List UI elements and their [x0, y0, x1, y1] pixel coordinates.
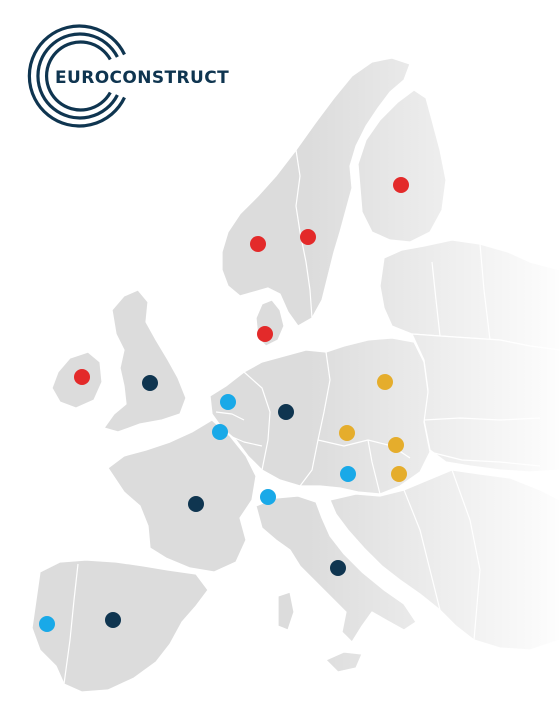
marker-denmark[interactable]: [257, 326, 273, 342]
marker-czech-republic[interactable]: [339, 425, 355, 441]
marker-slovakia[interactable]: [388, 437, 404, 453]
marker-switzerland[interactable]: [260, 489, 276, 505]
marker-italy[interactable]: [330, 560, 346, 576]
logo-wordmark: EUROCONSTRUCT: [55, 68, 229, 88]
marker-spain[interactable]: [105, 612, 121, 628]
marker-france[interactable]: [188, 496, 204, 512]
marker-belgium[interactable]: [212, 424, 228, 440]
marker-netherlands[interactable]: [220, 394, 236, 410]
marker-germany[interactable]: [278, 404, 294, 420]
euroconstruct-logo: EUROCONSTRUCT: [27, 24, 229, 128]
marker-hungary[interactable]: [391, 466, 407, 482]
marker-austria[interactable]: [340, 466, 356, 482]
marker-norway[interactable]: [250, 236, 266, 252]
marker-sweden[interactable]: [300, 229, 316, 245]
marker-portugal[interactable]: [39, 616, 55, 632]
marker-ireland[interactable]: [74, 369, 90, 385]
country-markers: [39, 177, 409, 632]
marker-poland[interactable]: [377, 374, 393, 390]
marker-finland[interactable]: [393, 177, 409, 193]
logo-rings-icon: [27, 24, 126, 128]
marker-united-kingdom[interactable]: [142, 375, 158, 391]
